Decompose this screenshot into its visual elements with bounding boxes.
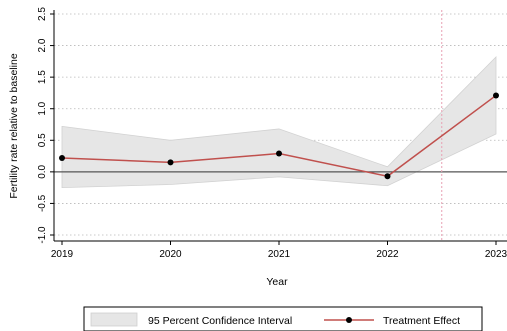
- y-tick-label: 0.5: [37, 133, 48, 147]
- y-axis-title: Fertility rate relative to baseline: [8, 53, 20, 198]
- x-axis-title: Year: [266, 276, 288, 288]
- y-tick-label: -0.5: [37, 194, 48, 212]
- axes: -1.0-0.50.00.51.01.52.02.5 2019 2020 2021 2…: [37, 7, 507, 260]
- x-tick-label: 2023: [485, 249, 507, 260]
- treatment-effect-point: [493, 92, 499, 99]
- x-tick-label: 2020: [159, 249, 182, 260]
- confidence-interval-band: [61, 55, 497, 189]
- legend-ci-label: 95 Percent Confidence Interval: [148, 315, 292, 327]
- treatment-effect-point: [59, 154, 65, 161]
- legend-effect-marker: [346, 317, 352, 323]
- x-ticks: 2019 2020 2021 2022 2023: [51, 241, 507, 260]
- x-tick-label: 2022: [376, 249, 399, 260]
- x-tick-label: 2019: [51, 249, 74, 260]
- y-tick-label: 0.0: [37, 164, 48, 178]
- plot-area: [54, 10, 507, 241]
- treatment-effect-points: [59, 92, 499, 180]
- y-tick-label: 2.0: [37, 38, 48, 52]
- treatment-effect-point: [384, 173, 391, 180]
- legend: 95 Percent Confidence Interval Treatment…: [83, 306, 483, 331]
- legend-ci-swatch: [90, 312, 138, 327]
- y-tick-label: -1.0: [37, 226, 48, 244]
- y-tick-label: 1.0: [37, 101, 48, 115]
- y-ticks: -1.0 -0.5 0.0 0.5 1.0 1.5 2.0 2.5: [37, 7, 54, 244]
- x-tick-label: 2021: [268, 249, 291, 260]
- treatment-effect-point: [276, 150, 282, 157]
- y-tick-label: 1.5: [37, 70, 48, 84]
- treatment-effect-point: [167, 159, 174, 166]
- y-tick-label: 2.5: [37, 7, 48, 21]
- legend-effect-label: Treatment Effect: [383, 315, 460, 327]
- legend-box: [83, 306, 483, 331]
